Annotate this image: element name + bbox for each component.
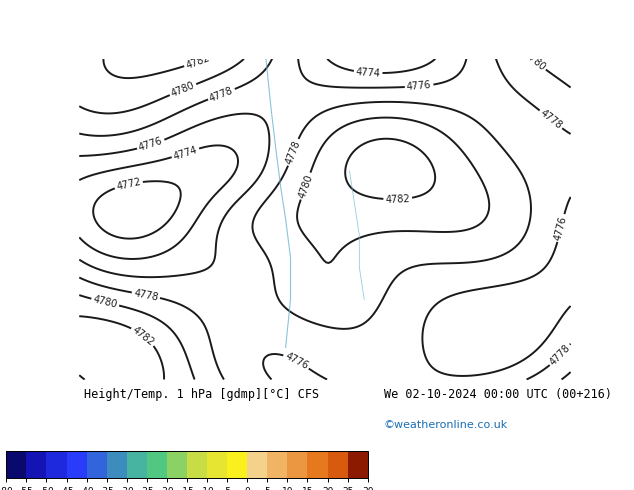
Text: 4782: 4782 <box>385 194 410 205</box>
Text: 4782: 4782 <box>184 52 211 71</box>
Text: 4778: 4778 <box>133 288 159 302</box>
Text: 4780: 4780 <box>297 173 314 199</box>
Text: 4780: 4780 <box>522 49 548 72</box>
Text: 4780: 4780 <box>170 80 197 99</box>
Text: 4778: 4778 <box>548 343 573 368</box>
Text: 4776: 4776 <box>406 80 432 92</box>
Text: 4774: 4774 <box>356 67 381 78</box>
Text: We 02-10-2024 00:00 UTC (00+216): We 02-10-2024 00:00 UTC (00+216) <box>384 388 612 401</box>
Text: 4774: 4774 <box>172 145 198 161</box>
Text: 4780: 4780 <box>92 294 119 310</box>
Text: ©weatheronline.co.uk: ©weatheronline.co.uk <box>384 420 508 430</box>
Text: 4776: 4776 <box>283 351 310 371</box>
Text: 4778: 4778 <box>208 85 235 103</box>
Text: 4772: 4772 <box>115 176 142 192</box>
Text: 4782: 4782 <box>131 324 156 347</box>
Text: 4776: 4776 <box>138 136 164 153</box>
Text: 4778: 4778 <box>538 108 564 131</box>
Text: 4776: 4776 <box>553 215 569 241</box>
Text: 4778: 4778 <box>284 139 302 166</box>
Text: Height/Temp. 1 hPa [gdmp][°C] CFS: Height/Temp. 1 hPa [gdmp][°C] CFS <box>84 388 320 401</box>
